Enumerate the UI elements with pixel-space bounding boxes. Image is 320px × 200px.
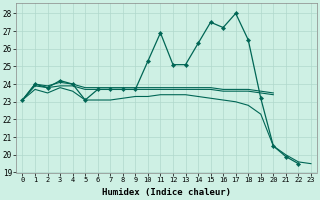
X-axis label: Humidex (Indice chaleur): Humidex (Indice chaleur) (102, 188, 231, 197)
